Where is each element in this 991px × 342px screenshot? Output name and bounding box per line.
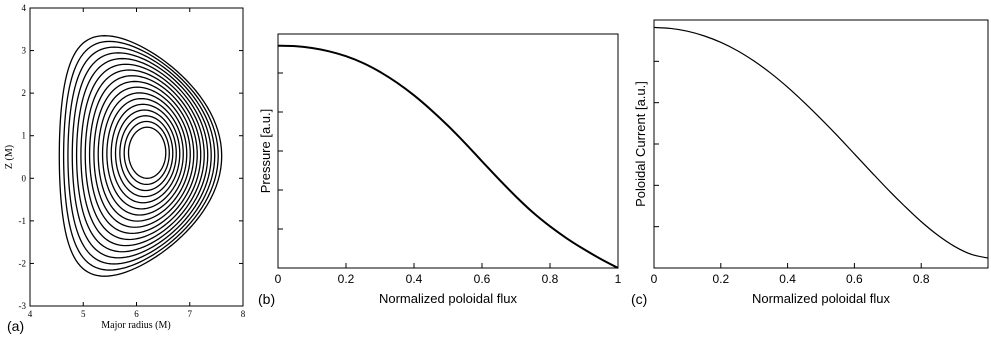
panel-c-y-label: Poloidal Current [a.u.] <box>633 81 648 207</box>
panel-a-y-tick-label: -1 <box>19 216 27 226</box>
panel-b-y-label: Pressure [a.u.] <box>258 109 273 194</box>
panel-a-contour <box>67 46 216 265</box>
panel-a-x-label: Major radius (M) <box>101 320 170 331</box>
panel-a-contour <box>106 97 184 210</box>
panel-a-y-tick-label: 1 <box>22 131 27 141</box>
panel-a-contour <box>97 86 191 222</box>
panel-b-frame <box>277 33 619 269</box>
panel-a-contour <box>84 69 202 241</box>
panel-a-contour <box>110 103 181 204</box>
panel-a-x-ticks: 4 5 6 7 8 <box>28 8 246 319</box>
panel-a-contour <box>93 80 195 228</box>
panel-c-x-tick-label: 0.6 <box>846 272 863 286</box>
panel-b: 0 0.2 0.4 0.6 0.8 1 Normalized poloidal flux … <box>258 33 622 306</box>
panel-a-y-tick-label: 0 <box>22 173 27 183</box>
panel-a-contour <box>114 109 177 198</box>
panel-a-x-tick-label: 4 <box>28 309 33 319</box>
panel-a-contour <box>119 115 174 192</box>
panel-c-frame <box>653 19 989 269</box>
panel-a-contour <box>71 52 212 259</box>
panel-a-contour <box>88 75 198 235</box>
panel-a: 4 5 6 7 8 -3 -2 -1 0 1 2 3 4 Major radius (M) Z (M) <box>4 3 246 331</box>
panel-label-b: (b) <box>258 291 276 307</box>
panel-a-y-tick-label: 2 <box>22 88 27 98</box>
panel-a-y-tick-label: 4 <box>22 3 27 13</box>
panel-a-y-tick-label: -2 <box>19 258 27 268</box>
panel-a-x-tick-label: 6 <box>134 309 139 319</box>
panel-a-contour <box>58 35 223 277</box>
panel-a-y-label: Z (M) <box>4 145 15 169</box>
panel-b-series-line <box>277 44 619 269</box>
panel-a-contour <box>123 120 170 186</box>
panel-c-x-ticks: 0 0.2 0.4 0.6 0.8 <box>651 263 930 286</box>
panel-c-x-tick-label: 0.4 <box>779 272 796 286</box>
panel-a-contour <box>101 92 188 216</box>
panel-b-x-tick-label: 0.8 <box>542 272 559 286</box>
panel-a-contour <box>75 57 209 253</box>
panel-a-y-ticks: -3 -2 -1 0 1 2 3 4 <box>19 3 243 311</box>
panel-a-x-tick-label: 8 <box>241 309 246 319</box>
panel-b-y-ticks <box>278 72 283 230</box>
panel-c-x-tick-label: 0.2 <box>712 272 729 286</box>
panel-a-y-tick-label: 3 <box>22 46 27 56</box>
panel-c-y-ticks <box>654 60 659 228</box>
panel-c-x-tick-label: 0.8 <box>913 272 930 286</box>
panel-b-x-tick-label: 0.4 <box>406 272 423 286</box>
panel-a-contour <box>80 63 205 247</box>
panel-a-x-tick-label: 5 <box>81 309 86 319</box>
panel-label-a: (a) <box>7 318 25 334</box>
panel-b-x-tick-label: 0.2 <box>338 272 355 286</box>
panel-a-x-tick-label: 7 <box>188 309 193 319</box>
panel-b-x-tick-label: 0.6 <box>474 272 491 286</box>
panel-a-y-tick-label: -3 <box>19 301 27 311</box>
panel-c: 0 0.2 0.4 0.6 0.8 Normalized poloidal flux P… <box>633 19 989 306</box>
panel-a-contour <box>62 40 219 271</box>
panel-b-x-ticks: 0 0.2 0.4 0.6 0.8 1 <box>275 263 622 286</box>
panel-c-x-tick-label: 0 <box>651 272 658 286</box>
panel-a-contours <box>58 35 223 277</box>
panel-a-contour <box>127 126 167 179</box>
panel-c-x-label: Normalized poloidal flux <box>752 291 891 306</box>
panel-b-x-tick-label: 1 <box>615 272 622 286</box>
panel-c-series-line <box>653 26 989 259</box>
panel-label-c: (c) <box>631 291 648 307</box>
panel-b-x-tick-label: 0 <box>275 272 282 286</box>
panel-b-x-label: Normalized poloidal flux <box>379 291 518 306</box>
